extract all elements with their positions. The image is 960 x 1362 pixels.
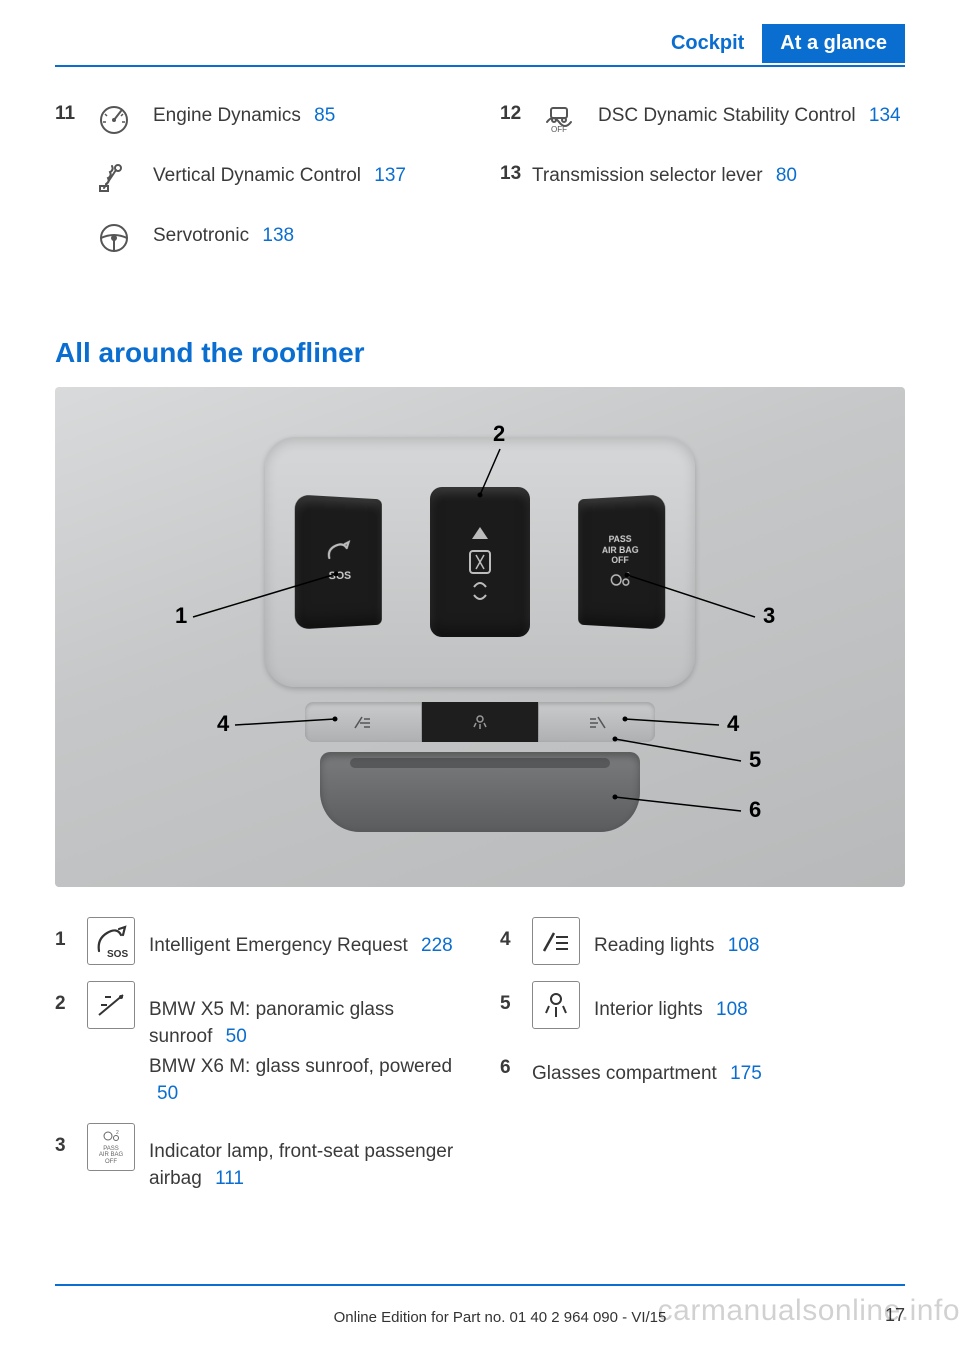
callout-number: 1 (175, 603, 187, 628)
sos-icon: SOS (87, 917, 135, 965)
callout-number: 5 (749, 747, 761, 772)
legend-number: 1 (55, 917, 87, 951)
header-section: Cockpit (653, 24, 762, 63)
legend-item: 4 Reading lights 108 (500, 917, 905, 965)
callout-number: 3 (763, 603, 775, 628)
callout-number: 4 (217, 711, 230, 736)
callout-leader (235, 719, 335, 725)
cockpit-item: 12 OFF DSC Dynamic Stability Con­trol 134 (500, 97, 905, 139)
page-ref[interactable]: 138 (262, 225, 294, 246)
item-number: 13 (500, 157, 532, 185)
callout-leader (193, 574, 336, 617)
page-ref[interactable]: 134 (869, 105, 901, 126)
page-ref[interactable]: 50 (226, 1026, 247, 1047)
shock-icon (87, 157, 141, 199)
section-title: All around the roofliner (55, 337, 905, 369)
item-label: DSC Dynamic Stability Con­trol 134 (598, 97, 901, 130)
item-number: 11 (55, 97, 87, 125)
dsc-icon: OFF (532, 97, 586, 139)
legend-item: 32PASSAIR BAGOFF Indicator lamp, front-se… (55, 1123, 460, 1192)
cockpit-item: 11 Engine Dynamics 85 (55, 97, 460, 139)
page-ref[interactable]: 228 (421, 935, 453, 956)
svg-text:OFF: OFF (551, 125, 567, 134)
callout-leader (615, 797, 741, 811)
page-ref[interactable]: 80 (776, 165, 797, 186)
item-number (55, 157, 87, 163)
legend-number: 6 (500, 1045, 532, 1079)
svg-text:2: 2 (116, 1130, 119, 1136)
airbag-icon: 2PASSAIR BAGOFF (87, 1123, 135, 1171)
page-ref[interactable]: 85 (314, 105, 335, 126)
top-item-columns: 11 Engine Dynamics 85 Vertical Dynamic Con… (55, 97, 905, 277)
legend-number: 4 (500, 917, 532, 951)
item-number (55, 217, 87, 223)
page-header: Cockpit At a glance (55, 0, 905, 63)
page-ref[interactable]: 108 (716, 999, 748, 1020)
legend-number: 3 (55, 1123, 87, 1157)
legend-item: 1 SOS Intelligent Emergency Re­quest 228 (55, 917, 460, 965)
gauge-icon (87, 97, 141, 139)
legend-label: Interior lights 108 (594, 981, 748, 1024)
cockpit-item: 13Transmission selector lever 80 (500, 157, 905, 190)
item-label: Vertical Dynamic Control 137 (153, 157, 406, 190)
legend-label: Intelligent Emergency Re­quest 228 (149, 917, 453, 960)
page-ref[interactable]: 175 (730, 1063, 762, 1084)
callout-leader (615, 739, 741, 761)
header-rule (55, 65, 905, 67)
callout-number: 6 (749, 797, 761, 822)
watermark: carmanualsonline.info (658, 1294, 960, 1328)
item-number: 12 (500, 97, 532, 125)
footer-rule (55, 1284, 905, 1286)
sunroof-icon (87, 981, 135, 1029)
legend-number: 2 (55, 981, 87, 1015)
callout-leader (627, 575, 755, 617)
callout-leader (480, 449, 500, 495)
cockpit-item: Servotronic 138 (55, 217, 460, 259)
reading-icon (532, 917, 580, 965)
legend-item: 5 Interior lights 108 (500, 981, 905, 1029)
svg-text:SOS: SOS (107, 949, 128, 959)
legend-columns: 1 SOS Intelligent Emergency Re­quest 228 2 B… (55, 917, 905, 1209)
steering-icon (87, 217, 141, 259)
page-ref[interactable]: 108 (728, 935, 760, 956)
page-ref[interactable]: 137 (374, 165, 406, 186)
legend-label: BMW X5 M: panoramic glass sunroof 50BMW … (149, 981, 460, 1107)
header-chapter: At a glance (762, 24, 905, 63)
legend-label: Glasses compartment 175 (532, 1045, 762, 1088)
legend-item: 2 BMW X5 M: panoramic glass sunroof 50BMW… (55, 981, 460, 1107)
callout-number: 2 (493, 421, 505, 446)
callout-leader (625, 719, 719, 725)
roofliner-figure: SOS PASS AIR BAG OFF 2 (55, 387, 905, 887)
page-ref[interactable]: 50 (157, 1083, 178, 1104)
legend-label: Reading lights 108 (594, 917, 759, 960)
callout-number: 4 (727, 711, 740, 736)
item-label: Servotronic 138 (153, 217, 294, 250)
legend-number: 5 (500, 981, 532, 1015)
page-ref[interactable]: 111 (215, 1168, 244, 1189)
item-label: Transmission selector lever 80 (532, 157, 797, 190)
legend-item: 6Glasses compartment 175 (500, 1045, 905, 1088)
interior-icon (532, 981, 580, 1029)
item-label: Engine Dynamics 85 (153, 97, 335, 130)
cockpit-item: Vertical Dynamic Control 137 (55, 157, 460, 199)
legend-label: Indicator lamp, front-seat pas­senger ai… (149, 1123, 460, 1192)
